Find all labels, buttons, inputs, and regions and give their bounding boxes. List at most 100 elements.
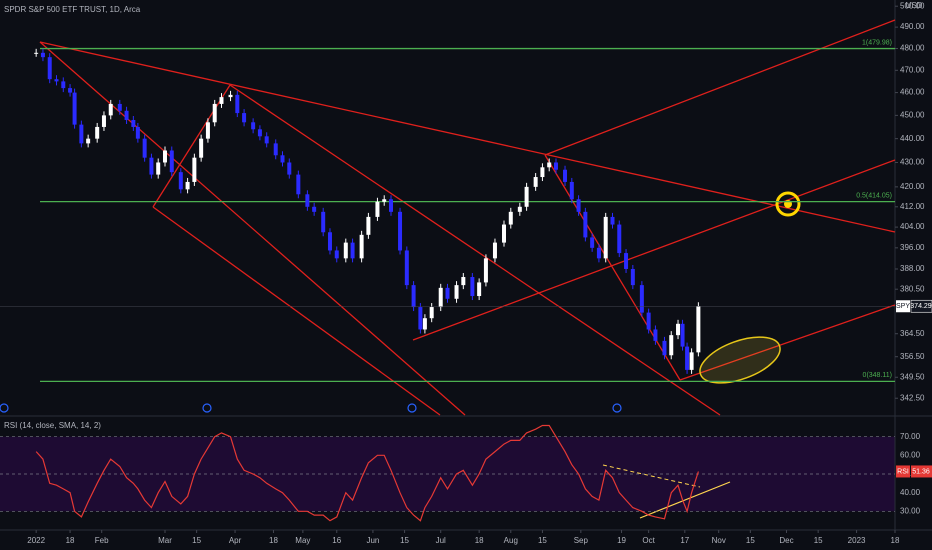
y-tick-label: 480.00	[900, 44, 925, 53]
candle-body	[445, 287, 450, 299]
candle-body	[646, 312, 651, 330]
candle-body	[178, 172, 183, 190]
x-tick-label: Sep	[574, 536, 589, 545]
y-tick-label: 396.00	[900, 243, 925, 252]
candle-body	[40, 52, 45, 58]
candle-body	[624, 253, 629, 269]
candle-body	[235, 94, 240, 114]
y-tick-label: 388.00	[900, 264, 925, 273]
candle-body	[95, 126, 100, 139]
candle-body	[517, 206, 522, 212]
candle-body	[492, 242, 497, 259]
x-tick-label: 18	[891, 536, 900, 545]
y-tick-label: 412.00	[900, 202, 925, 211]
candle-body	[454, 285, 459, 299]
candle-body	[524, 186, 529, 207]
event-icon[interactable]	[0, 403, 9, 413]
candle-body	[101, 115, 106, 127]
candle-body	[212, 103, 217, 123]
trendline	[679, 304, 896, 381]
rsi-tick-label: 40.00	[900, 488, 921, 497]
y-tick-label: 470.00	[900, 65, 925, 74]
rsi-tick-label: 50.00	[900, 469, 921, 478]
candle-body	[596, 247, 601, 259]
candle-body	[86, 138, 91, 144]
candle-body	[156, 162, 161, 175]
candle-body	[162, 150, 167, 163]
y-tick-label: 404.00	[900, 222, 925, 231]
y-tick-label: 500.00	[900, 1, 925, 10]
candle-body	[502, 224, 507, 243]
symbol-label: SPY	[896, 303, 910, 310]
candle-body	[676, 323, 681, 336]
candle-body	[287, 162, 292, 175]
x-tick-label: May	[295, 536, 310, 545]
candle-body	[61, 81, 66, 89]
candle-body	[540, 167, 545, 178]
candle-body	[131, 119, 136, 127]
candle-body	[375, 201, 380, 217]
rsi-tick-label: 70.00	[900, 432, 921, 441]
candle-body	[72, 92, 77, 125]
candle-body	[422, 318, 427, 330]
trendline	[152, 206, 441, 416]
candle-body	[327, 232, 332, 251]
event-icon[interactable]	[202, 403, 212, 413]
x-tick-label: 15	[400, 536, 409, 545]
candle-body	[149, 157, 154, 175]
candle-body	[662, 340, 667, 356]
x-tick-label: 18	[475, 536, 484, 545]
rsi-tick-label: 30.00	[900, 506, 921, 515]
x-tick-label: 2023	[848, 536, 866, 545]
candle-body	[228, 94, 233, 98]
x-tick-label: 17	[680, 536, 689, 545]
candle-body	[205, 122, 210, 139]
candle-body	[411, 285, 416, 308]
rsi-value-box	[911, 465, 932, 478]
y-tick-label: 364.50	[900, 329, 925, 338]
rsi-name-box	[896, 465, 910, 478]
axis-unit: USD	[906, 1, 923, 10]
candle-body	[563, 169, 568, 182]
candle-body	[418, 307, 423, 330]
candle-body	[590, 237, 595, 248]
candle-body	[696, 306, 701, 353]
candle-body	[257, 129, 262, 137]
candle-body	[199, 138, 204, 158]
highlight-ellipse	[699, 336, 781, 384]
candle-body	[47, 57, 52, 80]
x-tick-label: 15	[192, 536, 201, 545]
candle-body	[192, 157, 197, 182]
candle-body	[603, 216, 608, 259]
candle-body	[404, 250, 409, 286]
candle-body	[366, 216, 371, 235]
candle-body	[508, 211, 513, 225]
candle-body	[653, 329, 658, 341]
x-tick-label: Aug	[504, 536, 518, 545]
candle-body	[135, 126, 140, 139]
candle-body	[547, 162, 552, 168]
trendline	[39, 41, 896, 233]
candle-body	[630, 268, 635, 286]
candle-body	[264, 136, 269, 144]
candle-body	[429, 307, 434, 319]
rsi-trendline	[639, 481, 731, 519]
event-icon[interactable]	[407, 403, 417, 413]
candle-body	[185, 181, 190, 190]
candle-body	[483, 258, 488, 283]
y-tick-label: 430.00	[900, 158, 925, 167]
price-box	[910, 299, 932, 313]
y-tick-label: 460.00	[900, 88, 925, 97]
last-price: 374.29	[910, 303, 932, 310]
candle-body	[359, 234, 364, 259]
candle-body	[334, 250, 339, 259]
candle-body	[242, 113, 247, 123]
candle-body	[689, 352, 694, 370]
event-icon[interactable]	[612, 403, 622, 413]
candle-body	[321, 211, 326, 233]
candle-body	[305, 194, 310, 207]
rsi-title: RSI (14, close, SMA, 14, 2)	[4, 421, 101, 430]
candle-body	[280, 155, 285, 163]
y-tick-label: 440.00	[900, 134, 925, 143]
